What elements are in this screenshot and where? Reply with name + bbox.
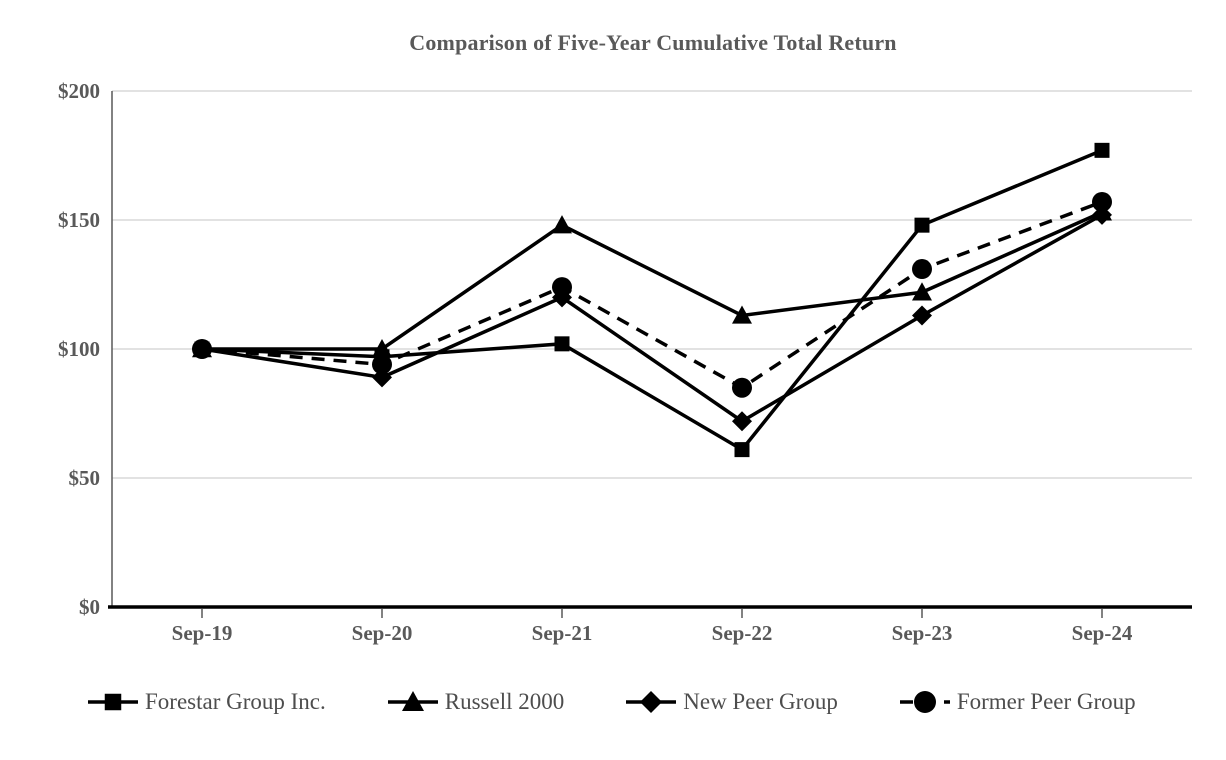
legend-item-label: New Peer Group (683, 689, 838, 714)
x-tick-label: Sep-22 (712, 621, 773, 645)
chart-legend: Forestar Group Inc. Russell 2000 New Peer … (88, 686, 1136, 718)
x-tick-label: Sep-21 (532, 621, 593, 645)
legend-square-icon (88, 693, 138, 711)
marker-circle (372, 354, 392, 375)
legend-item: Russell 2000 (387, 686, 565, 718)
marker-circle (552, 277, 572, 298)
x-tick-label: Sep-23 (892, 621, 953, 645)
series-line (202, 210, 1103, 351)
marker-triangle (552, 215, 572, 234)
x-tick-label: Sep-20 (352, 621, 413, 645)
x-tick-label: Sep-19 (172, 621, 233, 645)
y-tick-label: $0 (79, 595, 100, 619)
y-tick-label: $150 (58, 208, 100, 232)
marker-circle (192, 339, 212, 359)
legend-item-label: Former Peer Group (956, 689, 1136, 714)
marker-square (914, 217, 930, 233)
marker-circle (913, 691, 936, 713)
legend-item: New Peer Group (626, 686, 838, 718)
marker-diamond (732, 411, 752, 432)
series-square (194, 142, 1110, 458)
chart-title: Comparison of Five-Year Cumulative Total… (409, 30, 897, 55)
marker-circle (732, 377, 752, 398)
y-tick-label: $50 (69, 466, 101, 490)
marker-triangle (401, 691, 424, 712)
marker-square (104, 693, 122, 711)
legend-diamond-icon (626, 691, 677, 713)
legend-item-label: Russell 2000 (444, 689, 565, 714)
marker-square (734, 442, 750, 458)
y-tick-label: $200 (58, 79, 100, 103)
marker-triangle (372, 339, 392, 358)
marker-circle (1092, 191, 1112, 212)
series-line (201, 213, 1103, 424)
y-tick-label: $100 (58, 337, 100, 361)
marker-diamond (640, 691, 663, 713)
series-circle (192, 191, 1112, 398)
marker-triangle (732, 305, 752, 324)
legend-item-label: Forestar Group Inc. (145, 689, 326, 714)
series-triangle (192, 202, 1112, 358)
marker-square (1094, 142, 1110, 158)
legend-item: Forestar Group Inc. (88, 686, 326, 718)
legend-triangle-icon (387, 691, 438, 712)
marker-circle (912, 259, 932, 280)
marker-diamond (912, 305, 932, 326)
legend-item: Former Peer Group (899, 686, 1136, 718)
marker-triangle (912, 282, 932, 301)
x-tick-label: Sep-24 (1072, 621, 1133, 645)
marker-square (554, 336, 570, 352)
series-line (201, 148, 1103, 452)
legend-circle-icon (899, 691, 950, 713)
